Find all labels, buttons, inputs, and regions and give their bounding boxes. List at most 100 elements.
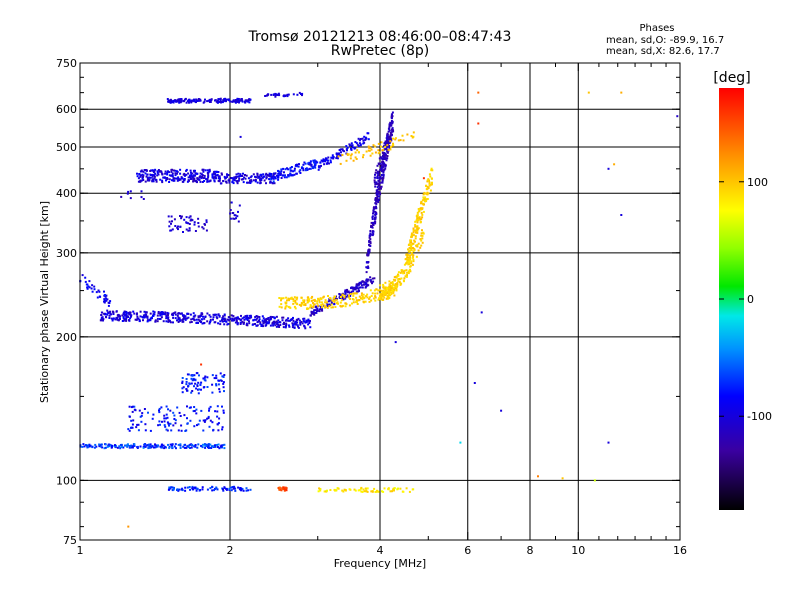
data-point — [100, 314, 103, 317]
data-point — [350, 290, 353, 293]
data-point — [209, 419, 212, 422]
data-point — [158, 420, 161, 423]
data-point — [430, 169, 433, 172]
data-point — [304, 321, 307, 324]
data-point — [392, 144, 395, 147]
data-point — [227, 316, 230, 319]
data-point — [422, 232, 425, 235]
data-point — [388, 285, 391, 288]
data-point — [95, 291, 98, 294]
data-point — [154, 172, 157, 175]
data-point — [150, 316, 153, 319]
data-point — [326, 159, 329, 162]
data-point — [426, 185, 429, 188]
data-point — [187, 229, 190, 232]
data-point — [356, 283, 358, 286]
data-point — [171, 228, 174, 231]
data-point — [191, 390, 194, 392]
data-point — [272, 324, 275, 327]
data-point — [182, 386, 185, 389]
data-point — [264, 320, 267, 323]
data-point — [158, 409, 160, 412]
data-point — [366, 254, 369, 257]
data-point — [368, 297, 371, 300]
data-point — [208, 314, 211, 317]
data-point — [356, 149, 359, 152]
data-point — [399, 271, 402, 274]
data-point — [374, 176, 377, 179]
data-point — [206, 488, 209, 491]
data-point — [118, 317, 121, 320]
data-point — [203, 174, 206, 177]
data-point — [168, 174, 171, 177]
data-point — [170, 168, 173, 171]
data-point — [190, 171, 192, 174]
data-point — [188, 174, 191, 177]
data-point — [391, 127, 394, 130]
data-point — [185, 429, 188, 432]
data-point — [156, 320, 159, 323]
data-point — [177, 225, 179, 228]
data-point — [214, 173, 217, 175]
data-point — [318, 487, 321, 490]
data-point — [250, 180, 253, 183]
data-point — [278, 172, 281, 175]
data-point — [261, 315, 264, 318]
data-point — [256, 181, 259, 184]
data-point — [234, 321, 237, 324]
data-point — [415, 244, 418, 247]
data-point — [410, 252, 413, 255]
data-point — [124, 444, 127, 447]
data-point — [219, 320, 222, 323]
data-point — [176, 314, 179, 317]
data-point — [171, 172, 174, 175]
data-point — [173, 445, 176, 448]
data-point — [250, 316, 253, 319]
data-point — [226, 318, 229, 321]
data-point — [147, 411, 149, 414]
data-point — [183, 100, 186, 103]
data-point — [382, 295, 385, 298]
data-point — [375, 181, 378, 184]
data-point — [234, 489, 237, 492]
data-point — [392, 289, 395, 292]
data-point — [193, 445, 195, 448]
data-point — [414, 237, 417, 240]
data-point — [190, 391, 193, 394]
data-point — [405, 487, 408, 490]
data-point — [179, 215, 181, 217]
data-point — [298, 170, 301, 173]
data-point — [184, 443, 187, 446]
data-point — [607, 167, 610, 170]
data-point — [110, 313, 113, 316]
data-point — [204, 375, 207, 378]
data-point — [388, 280, 391, 283]
data-point — [351, 298, 354, 300]
data-point — [190, 100, 193, 103]
data-point — [236, 323, 239, 326]
data-point — [292, 316, 294, 319]
data-point — [175, 100, 178, 103]
data-point — [397, 271, 400, 274]
data-point — [317, 298, 320, 301]
data-point — [280, 489, 283, 492]
data-point — [277, 172, 280, 175]
data-point — [179, 98, 182, 101]
data-point — [239, 173, 242, 176]
data-point — [205, 178, 208, 181]
data-point — [380, 166, 383, 169]
data-point — [383, 168, 386, 171]
data-point — [302, 299, 305, 302]
data-point — [378, 288, 381, 291]
data-point — [144, 169, 147, 171]
data-point — [254, 175, 256, 178]
data-point — [389, 122, 392, 124]
data-point — [397, 278, 400, 281]
data-point — [385, 157, 388, 160]
data-point — [228, 181, 231, 184]
data-point — [147, 444, 150, 447]
data-point — [361, 491, 364, 493]
data-point — [397, 280, 400, 283]
data-point — [164, 425, 167, 428]
data-point — [355, 296, 358, 299]
